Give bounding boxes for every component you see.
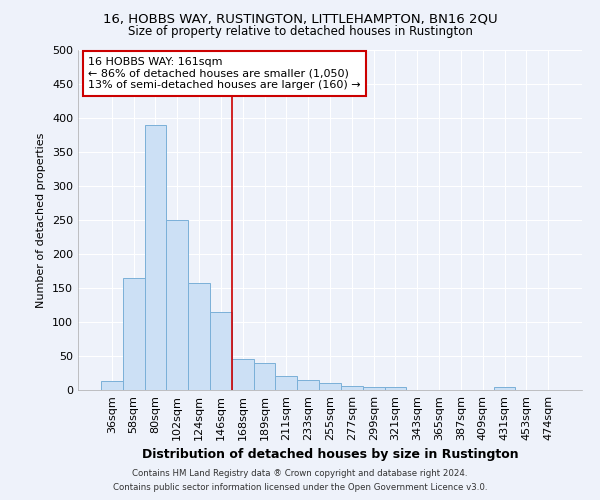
Bar (145, 125, 166, 390)
Bar (101, 381, 123, 390)
Bar (385, 388, 406, 390)
Bar (166, 220, 188, 390)
Text: Size of property relative to detached houses in Rustington: Size of property relative to detached ho… (128, 25, 472, 38)
Bar (254, 363, 275, 390)
Text: Contains public sector information licensed under the Open Government Licence v3: Contains public sector information licen… (113, 484, 487, 492)
Bar (494, 388, 515, 390)
Bar (341, 386, 363, 390)
Bar (188, 283, 210, 390)
Bar (210, 312, 232, 390)
Text: 16, HOBBS WAY, RUSTINGTON, LITTLEHAMPTON, BN16 2QU: 16, HOBBS WAY, RUSTINGTON, LITTLEHAMPTON… (103, 12, 497, 26)
Text: 16 HOBBS WAY: 161sqm
← 86% of detached houses are smaller (1,050)
13% of semi-de: 16 HOBBS WAY: 161sqm ← 86% of detached h… (88, 57, 361, 90)
Text: Contains HM Land Registry data ® Crown copyright and database right 2024.: Contains HM Land Registry data ® Crown c… (132, 468, 468, 477)
Bar (319, 383, 341, 390)
Bar (363, 386, 385, 390)
Bar (275, 376, 297, 390)
Y-axis label: Number of detached properties: Number of detached properties (37, 132, 46, 308)
Bar (297, 380, 319, 390)
X-axis label: Distribution of detached houses by size in Rustington: Distribution of detached houses by size … (142, 448, 518, 462)
Bar (123, 278, 145, 390)
Bar (232, 360, 254, 390)
